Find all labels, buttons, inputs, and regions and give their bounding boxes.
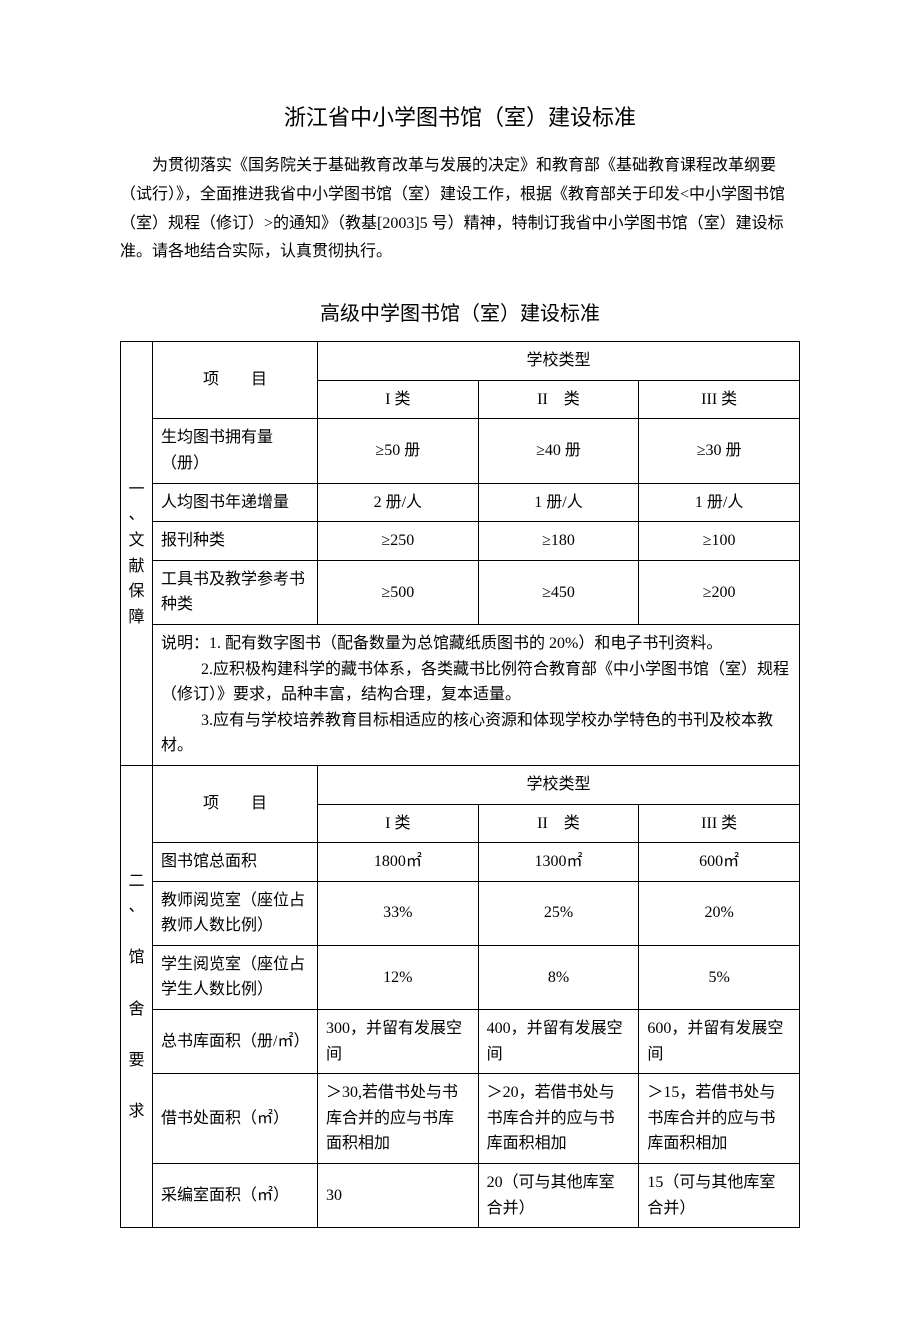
row-name: 采编室面积（㎡）: [153, 1164, 318, 1228]
row-value: ＞20，若借书处与书库合并的应与书库面积相加: [478, 1074, 639, 1164]
row-value: ＞30,若借书处与书库合并的应与书库面积相加: [318, 1074, 479, 1164]
row-name: 学生阅览室（座位占学生人数比例）: [153, 945, 318, 1009]
section1-note: 说明：1. 配有数字图书（配备数量为总馆藏纸质图书的 20%）和电子书刊资料。2…: [153, 624, 800, 765]
row-value: 20%: [639, 881, 800, 945]
row-value: 20（可与其他库室合并）: [478, 1164, 639, 1228]
table-subtitle: 高级中学图书馆（室）建设标准: [120, 297, 800, 326]
col-type-2: II 类: [478, 804, 639, 843]
row-value: ≥50 册: [318, 419, 479, 483]
row-value: 400，并留有发展空间: [478, 1010, 639, 1074]
row-value: 12%: [318, 945, 479, 1009]
page-title: 浙江省中小学图书馆（室）建设标准: [120, 100, 800, 132]
col-type-3: III 类: [639, 380, 800, 419]
col-type-1: I 类: [318, 804, 479, 843]
row-value: ≥500: [318, 560, 479, 624]
row-value: 2 册/人: [318, 483, 479, 522]
row-value: 600，并留有发展空间: [639, 1010, 800, 1074]
col-type-2: II 类: [478, 380, 639, 419]
row-name: 人均图书年递增量: [153, 483, 318, 522]
col-type-1: I 类: [318, 380, 479, 419]
row-value: 15（可与其他库室合并）: [639, 1164, 800, 1228]
col-project: 项 目: [153, 342, 318, 419]
row-value: 600㎡: [639, 843, 800, 882]
row-value: ≥250: [318, 522, 479, 561]
row-name: 总书库面积（册/㎡）: [153, 1010, 318, 1074]
col-project: 项 目: [153, 765, 318, 842]
row-value: 300，并留有发展空间: [318, 1010, 479, 1074]
standards-table: 一、文献保障项 目学校类型I 类II 类III 类生均图书拥有量（册）≥50 册…: [120, 341, 800, 1228]
row-name: 报刊种类: [153, 522, 318, 561]
row-value: ≥450: [478, 560, 639, 624]
row-value: 8%: [478, 945, 639, 1009]
row-value: 5%: [639, 945, 800, 1009]
row-value: ≥180: [478, 522, 639, 561]
row-value: ＞15，若借书处与书库合并的应与书库面积相加: [639, 1074, 800, 1164]
row-value: 30: [318, 1164, 479, 1228]
row-name: 借书处面积（㎡）: [153, 1074, 318, 1164]
row-value: 1300㎡: [478, 843, 639, 882]
col-type-3: III 类: [639, 804, 800, 843]
row-name: 工具书及教学参考书种类: [153, 560, 318, 624]
col-schooltype: 学校类型: [318, 342, 800, 381]
col-schooltype: 学校类型: [318, 765, 800, 804]
row-value: ≥30 册: [639, 419, 800, 483]
intro-paragraph: 为贯彻落实《国务院关于基础教育改革与发展的决定》和教育部《基础教育课程改革纲要（…: [120, 152, 800, 267]
row-value: ≥100: [639, 522, 800, 561]
section-label: 二、 馆 舍 要 求: [121, 765, 153, 1227]
row-name: 生均图书拥有量（册）: [153, 419, 318, 483]
row-value: 33%: [318, 881, 479, 945]
section-label: 一、文献保障: [121, 342, 153, 766]
row-value: 1800㎡: [318, 843, 479, 882]
row-value: 25%: [478, 881, 639, 945]
row-name: 图书馆总面积: [153, 843, 318, 882]
row-name: 教师阅览室（座位占教师人数比例）: [153, 881, 318, 945]
row-value: 1 册/人: [478, 483, 639, 522]
row-value: ≥40 册: [478, 419, 639, 483]
row-value: ≥200: [639, 560, 800, 624]
row-value: 1 册/人: [639, 483, 800, 522]
